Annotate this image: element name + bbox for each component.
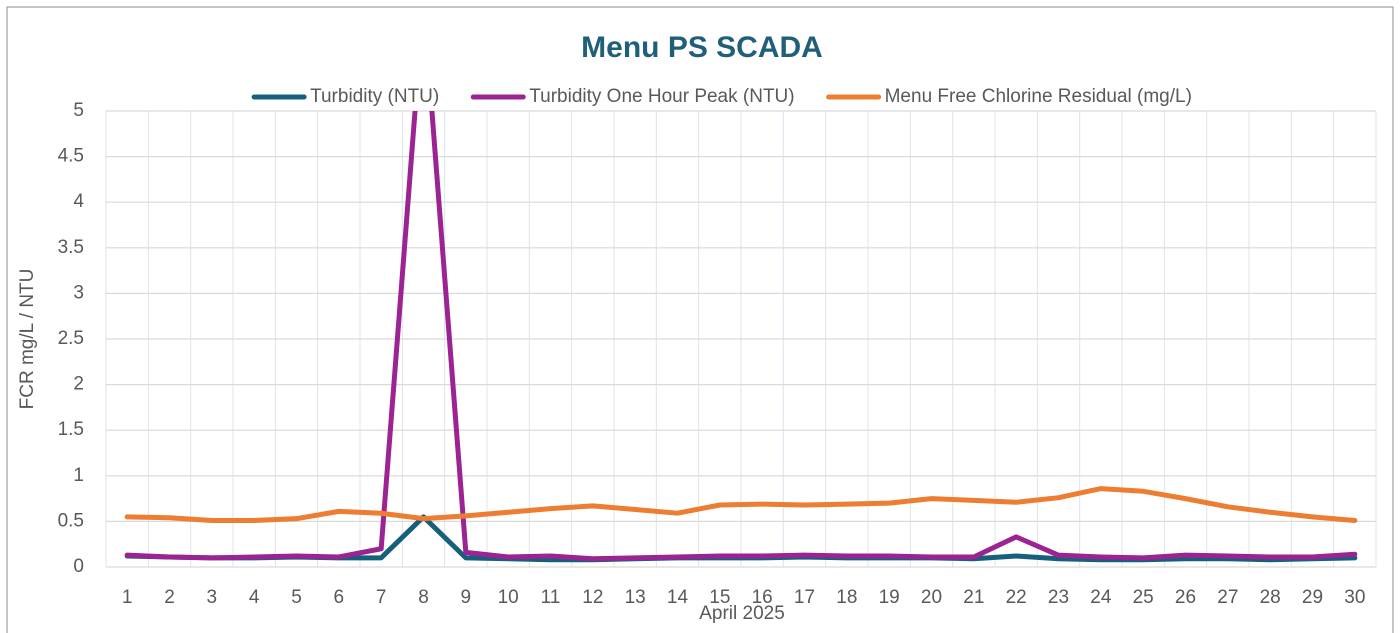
x-tick-label: 9 xyxy=(461,587,472,608)
plot-area xyxy=(124,111,1358,563)
x-tick-label: 17 xyxy=(794,587,815,608)
x-tick-label: 18 xyxy=(836,587,857,608)
x-tick-label: 7 xyxy=(376,587,387,608)
x-tick-label: 28 xyxy=(1260,587,1281,608)
x-tick-label: 22 xyxy=(1006,587,1027,608)
x-tick-label: 16 xyxy=(752,587,773,608)
x-tick-label: 4 xyxy=(249,587,260,608)
x-tick-label: 1 xyxy=(122,587,133,608)
y-tick-label: 5 xyxy=(73,100,84,121)
legend-label: Turbidity (NTU) xyxy=(310,86,439,107)
legend-label: Menu Free Chlorine Residual (mg/L) xyxy=(885,86,1192,107)
y-tick-label: 1 xyxy=(73,465,84,486)
y-axis-label: FCR mg/L / NTU xyxy=(17,269,38,410)
x-tick-label: 8 xyxy=(418,587,429,608)
legend-label: Turbidity One Hour Peak (NTU) xyxy=(529,86,794,107)
x-tick-label: 21 xyxy=(963,587,984,608)
y-tick-label: 0.5 xyxy=(58,510,84,531)
chart-title: Menu PS SCADA xyxy=(581,31,823,64)
x-axis-label: April 2025 xyxy=(699,603,785,624)
x-tick-label: 19 xyxy=(879,587,900,608)
y-tick-label: 3.5 xyxy=(58,237,84,258)
x-tick-label: 24 xyxy=(1090,587,1112,608)
x-tick-label: 10 xyxy=(498,587,519,608)
x-tick-label: 29 xyxy=(1302,587,1323,608)
y-tick-label: 4 xyxy=(73,191,84,212)
x-tick-label: 13 xyxy=(625,587,646,608)
series-line xyxy=(124,111,1358,562)
x-tick-label: 20 xyxy=(921,587,942,608)
x-tick-label: 12 xyxy=(582,587,603,608)
y-tick-label: 1.5 xyxy=(58,419,84,440)
x-tick-label: 26 xyxy=(1175,587,1196,608)
x-tick-label: 2 xyxy=(164,587,175,608)
x-tick-label: 15 xyxy=(709,587,730,608)
x-tick-label: 5 xyxy=(291,587,302,608)
series-line xyxy=(124,486,1358,523)
y-tick-label: 2.5 xyxy=(58,328,84,349)
x-tick-label: 27 xyxy=(1217,587,1238,608)
y-tick-label: 0 xyxy=(73,556,84,577)
y-tick-label: 4.5 xyxy=(58,146,84,167)
x-tick-label: 25 xyxy=(1133,587,1154,608)
x-tick-label: 3 xyxy=(207,587,218,608)
x-tick-label: 14 xyxy=(667,587,689,608)
x-tick-label: 23 xyxy=(1048,587,1069,608)
x-tick-label: 6 xyxy=(334,587,345,608)
y-tick-label: 2 xyxy=(73,374,84,395)
x-tick-label: 11 xyxy=(541,587,561,608)
x-tick-label: 30 xyxy=(1344,587,1365,608)
y-tick-label: 3 xyxy=(73,282,84,303)
